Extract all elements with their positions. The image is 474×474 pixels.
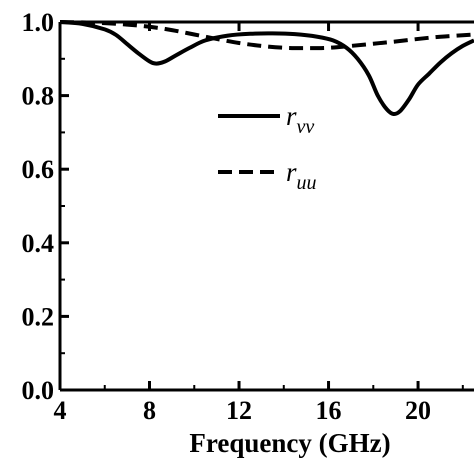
x-tick-label: 8 (143, 396, 156, 425)
plot-area (60, 20, 474, 117)
legend-label-ruu: ruu (286, 157, 317, 194)
y-tick-label: 0.8 (22, 82, 55, 111)
y-tick-label: 0.2 (22, 302, 55, 331)
legend-label-main: r (286, 101, 297, 131)
y-tick-label: 1.0 (22, 8, 55, 37)
legend-label-sub: vv (297, 116, 315, 138)
y-tick-label: 0.6 (22, 155, 55, 184)
x-tick-label: 16 (316, 396, 342, 425)
series-line-ruu (60, 20, 474, 51)
y-tick-label: 0.0 (22, 376, 55, 405)
series-line-rvv (60, 20, 474, 117)
legend-label-sub: uu (297, 172, 317, 194)
x-axis-title: Frequency (GHz) (189, 428, 390, 458)
legend-label-rvv: rvv (286, 101, 314, 138)
x-tick-label: 20 (405, 396, 431, 425)
x-tick-label: 12 (226, 396, 252, 425)
x-tick-label: 4 (54, 396, 67, 425)
legend-label-main: r (286, 157, 297, 187)
ticks: 4 8 12 16 20 0.0 0.2 0.4 0.6 0.8 1.0 (22, 8, 464, 425)
y-tick-label: 0.4 (22, 229, 55, 258)
